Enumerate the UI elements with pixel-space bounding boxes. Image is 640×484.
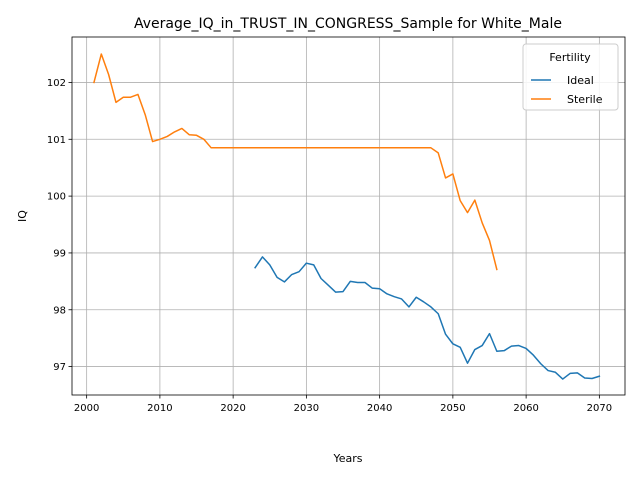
x-tick-label: 2020 <box>220 403 245 414</box>
y-tick-label: 102 <box>47 78 66 89</box>
legend-label-sterile: Sterile <box>567 93 603 106</box>
x-tick-label: 2050 <box>440 403 465 414</box>
legend-label-ideal: Ideal <box>567 74 594 87</box>
x-tick-label: 2060 <box>513 403 538 414</box>
y-tick-label: 98 <box>53 305 66 316</box>
y-tick-label: 100 <box>47 192 66 203</box>
x-tick-label: 2000 <box>74 403 99 414</box>
y-axis-label: IQ <box>16 210 29 222</box>
legend-title: Fertility <box>549 51 591 64</box>
y-tick-label: 101 <box>47 135 66 146</box>
x-tick-label: 2030 <box>294 403 319 414</box>
chart-title: Average_IQ_in_TRUST_IN_CONGRESS_Sample f… <box>134 16 562 32</box>
y-tick-label: 99 <box>53 248 66 259</box>
legend: Fertility Ideal Sterile <box>523 44 618 110</box>
y-tick-label: 97 <box>53 362 66 373</box>
x-tick-label: 2070 <box>587 403 612 414</box>
x-axis-label: Years <box>332 452 362 465</box>
x-tick-label: 2040 <box>367 403 392 414</box>
x-tick-label: 2010 <box>147 403 172 414</box>
